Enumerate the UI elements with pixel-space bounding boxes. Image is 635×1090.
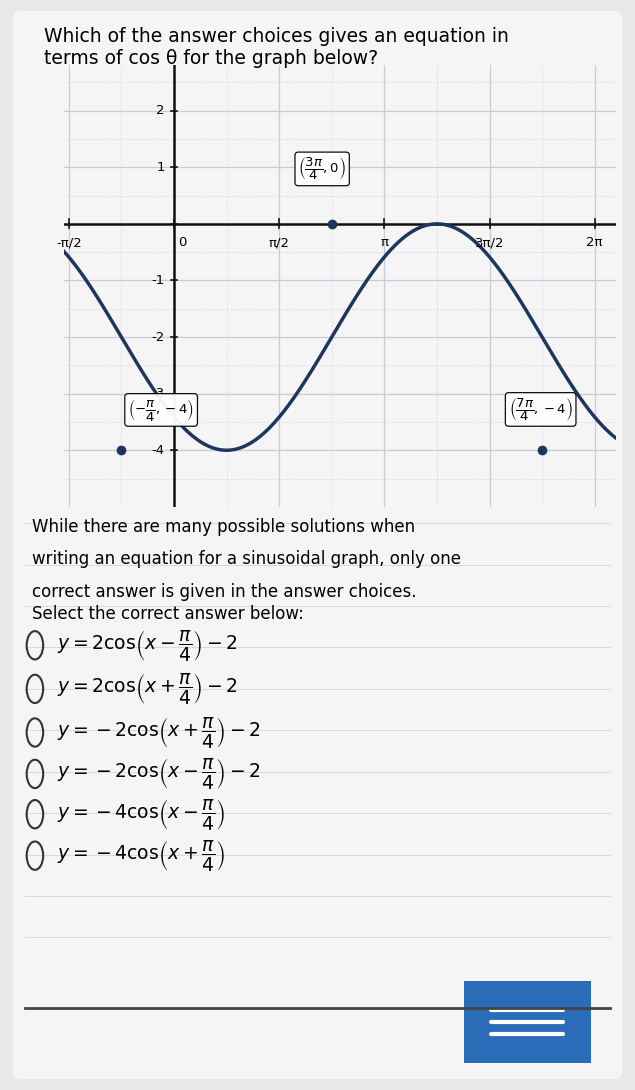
Text: 1: 1 [156,160,164,173]
Text: While there are many possible solutions when: While there are many possible solutions … [32,518,415,536]
Text: $\left(\dfrac{3\pi}{4},0\right)$: $\left(\dfrac{3\pi}{4},0\right)$ [298,156,346,182]
Text: -π/2: -π/2 [56,237,82,250]
Text: $\left(\dfrac{7\pi}{4},-4\right)$: $\left(\dfrac{7\pi}{4},-4\right)$ [509,396,573,423]
Text: π/2: π/2 [269,237,290,250]
Text: Which of the answer choices gives an equation in: Which of the answer choices gives an equ… [44,27,509,46]
Text: -4: -4 [152,444,164,457]
Text: 2: 2 [156,105,164,118]
Text: $y = -4\cos\!\left(x + \dfrac{\pi}{4}\right)$: $y = -4\cos\!\left(x + \dfrac{\pi}{4}\ri… [57,838,225,873]
Text: $\left(-\dfrac{\pi}{4},-4\right)$: $\left(-\dfrac{\pi}{4},-4\right)$ [128,397,194,423]
Text: $y = -2\cos\!\left(x + \dfrac{\pi}{4}\right) - 2$: $y = -2\cos\!\left(x + \dfrac{\pi}{4}\ri… [57,715,261,750]
Text: terms of cos θ for the graph below?: terms of cos θ for the graph below? [44,49,378,68]
Text: correct answer is given in the answer choices.: correct answer is given in the answer ch… [32,583,417,602]
Text: $y = -2\cos\!\left(x - \dfrac{\pi}{4}\right) - 2$: $y = -2\cos\!\left(x - \dfrac{\pi}{4}\ri… [57,756,261,791]
Text: 3π/2: 3π/2 [475,237,504,250]
Text: 2π: 2π [587,237,603,250]
Text: Select the correct answer below:: Select the correct answer below: [32,605,304,623]
Text: -3: -3 [151,387,164,400]
Text: $y = -4\cos\!\left(x - \dfrac{\pi}{4}\right)$: $y = -4\cos\!\left(x - \dfrac{\pi}{4}\ri… [57,797,225,832]
Text: π: π [380,237,389,250]
Text: -1: -1 [151,274,164,287]
Text: 0: 0 [178,237,187,250]
Text: $y = 2\cos\!\left(x - \dfrac{\pi}{4}\right) - 2$: $y = 2\cos\!\left(x - \dfrac{\pi}{4}\rig… [57,628,237,663]
Text: writing an equation for a sinusoidal graph, only one: writing an equation for a sinusoidal gra… [32,550,461,569]
Text: -2: -2 [151,330,164,343]
Text: $y = 2\cos\!\left(x + \dfrac{\pi}{4}\right) - 2$: $y = 2\cos\!\left(x + \dfrac{\pi}{4}\rig… [57,671,237,706]
